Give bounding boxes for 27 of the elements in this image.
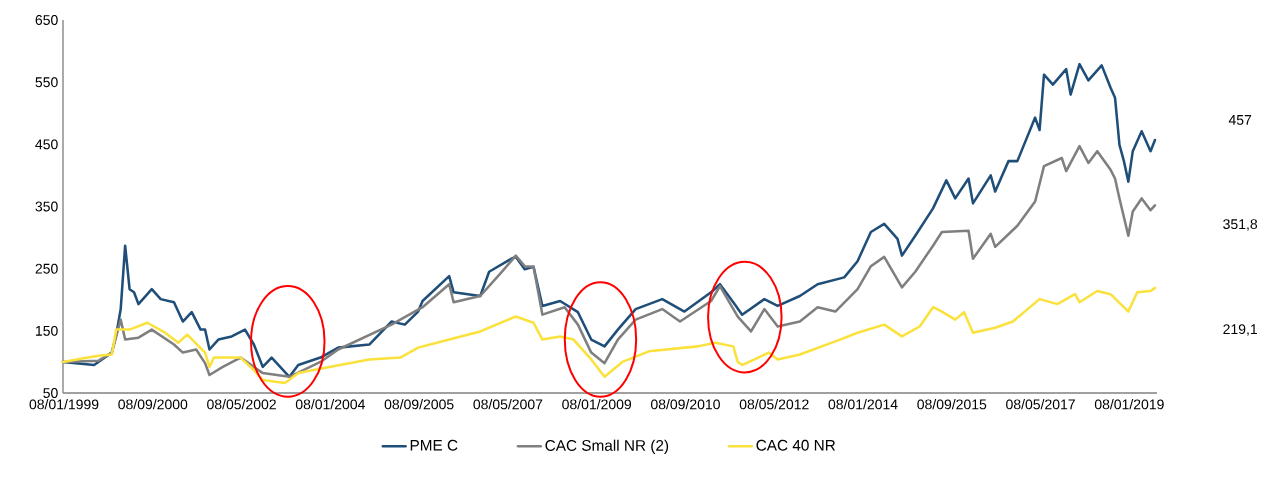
- y-tick-label: 450: [35, 139, 58, 150]
- x-tick-label: 08/09/2010: [650, 399, 720, 410]
- text: 351,8: [1223, 219, 1258, 231]
- y-tick-label: 250: [35, 263, 58, 274]
- x-tick-label: 08/05/2002: [207, 399, 276, 410]
- x-tick-label: 08/09/2015: [917, 399, 987, 410]
- y-tick-label: 650: [35, 15, 58, 25]
- x-tick-label: 08/09/2000: [118, 399, 188, 410]
- line-series: [61, 286, 1157, 385]
- y-tick-label: 150: [36, 325, 58, 336]
- text: 457: [1228, 115, 1252, 125]
- x-tick-label: 08/09/2005: [384, 399, 454, 410]
- y-tick-label: 550: [35, 77, 58, 88]
- x-tick-label: 08/05/2012: [739, 399, 809, 410]
- x-tick-label: 08/01/1999: [29, 399, 99, 410]
- legend-label: PME C: [410, 439, 458, 451]
- y-tick-label: 50: [43, 388, 58, 398]
- x-tick-label: 08/01/2009: [562, 399, 632, 410]
- text: 219,1: [1223, 324, 1257, 336]
- x-tick-label: 08/05/2017: [1006, 399, 1075, 410]
- x-tick-label: 08/01/2014: [828, 399, 898, 410]
- x-tick-label: 08/05/2007: [473, 399, 543, 410]
- legend-label: CAC Small NR (2): [545, 439, 669, 454]
- x-tick-label: 08/01/2004: [295, 399, 365, 410]
- y-tick-label: 350: [35, 201, 58, 212]
- legend-label: CAC 40 NR: [756, 439, 836, 451]
- x-tick-label: 08/01/2019: [1094, 399, 1164, 410]
